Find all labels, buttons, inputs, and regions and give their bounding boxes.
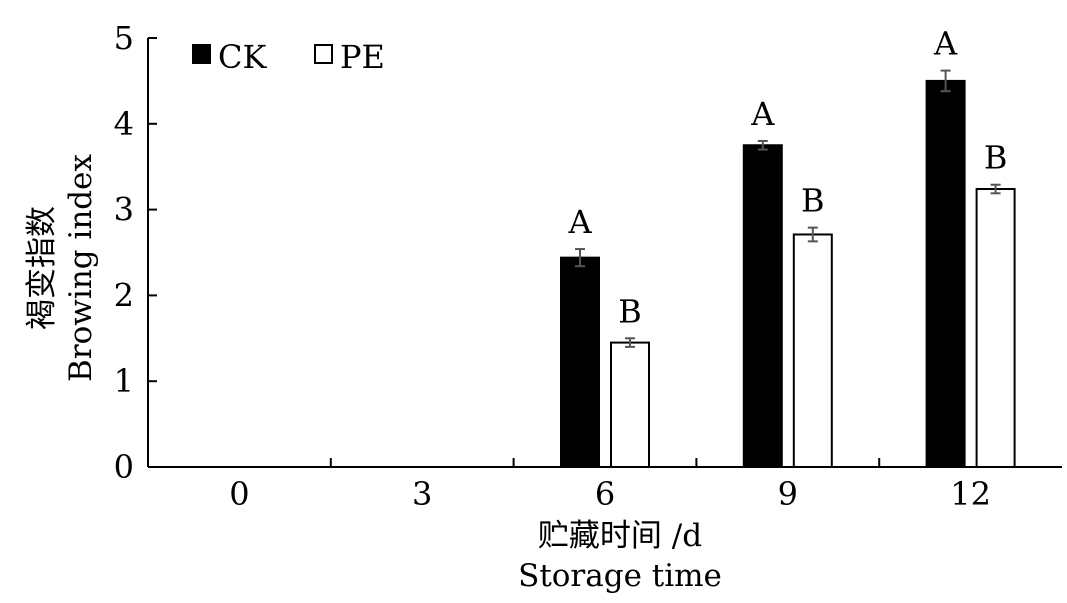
bar-ck-12 <box>925 79 966 469</box>
y-tick-label: 5 <box>114 19 134 57</box>
y-tick-label: 1 <box>114 362 134 400</box>
x-tick-label: 12 <box>950 475 991 513</box>
y-tick-label: 2 <box>114 276 134 314</box>
bar-pe-12 <box>975 188 1016 468</box>
y-axis-label-cn: 褐变指数 <box>24 206 60 330</box>
bar-pe-6 <box>610 341 650 468</box>
x-axis-label-en: Storage time <box>518 558 722 594</box>
legend-swatch-pe <box>314 44 333 64</box>
x-tick-label: 0 <box>229 475 249 513</box>
x-axis-label-cn: 贮藏时间 /d <box>538 518 702 554</box>
significance-label: B <box>984 139 1008 177</box>
bar-ck-6 <box>560 256 600 469</box>
significance-label: A <box>567 203 592 241</box>
bars: A B A B A B <box>560 25 1016 469</box>
significance-label: A <box>933 25 958 63</box>
x-tick-label: 3 <box>412 475 432 513</box>
legend-label-pe: PE <box>340 38 385 76</box>
x-tick-label: 9 <box>778 475 798 513</box>
bar-ck-9 <box>742 144 783 468</box>
x-tick-label: 6 <box>595 475 615 513</box>
legend-label-ck: CK <box>218 38 267 76</box>
y-tick-label: 4 <box>114 105 134 143</box>
bar-pe-9 <box>792 233 833 468</box>
y-tick-label: 0 <box>114 448 134 486</box>
legend-swatch-ck <box>192 44 211 64</box>
legend: CK PE <box>192 38 385 76</box>
significance-label: A <box>750 95 775 133</box>
y-tick-label: 3 <box>114 191 134 229</box>
significance-label: B <box>618 292 642 330</box>
significance-label: B <box>801 182 825 220</box>
y-axis-label-en: Browing index <box>63 154 99 382</box>
